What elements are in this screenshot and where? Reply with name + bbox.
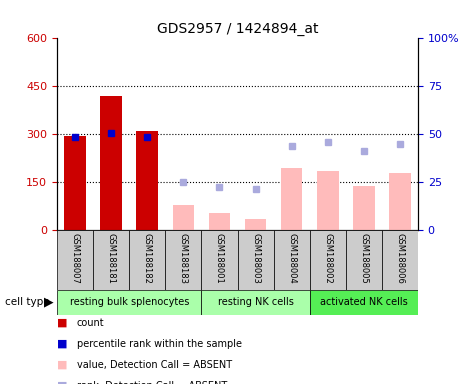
Text: ■: ■	[57, 339, 67, 349]
FancyBboxPatch shape	[93, 230, 129, 290]
Text: ■: ■	[57, 381, 67, 384]
Bar	[209, 213, 230, 230]
Text: ▶: ▶	[44, 296, 54, 309]
FancyBboxPatch shape	[238, 230, 274, 290]
Bar	[136, 131, 158, 230]
Text: GSM188183: GSM188183	[179, 233, 188, 285]
Text: GSM188181: GSM188181	[107, 233, 115, 284]
Text: ■: ■	[57, 318, 67, 328]
Text: cell type: cell type	[5, 297, 49, 308]
Text: GSM188005: GSM188005	[360, 233, 368, 284]
FancyBboxPatch shape	[310, 230, 346, 290]
Text: percentile rank within the sample: percentile rank within the sample	[77, 339, 242, 349]
Text: GSM188004: GSM188004	[287, 233, 296, 284]
Bar	[281, 168, 303, 230]
Text: GSM188182: GSM188182	[143, 233, 152, 284]
FancyBboxPatch shape	[310, 290, 418, 315]
Bar	[64, 136, 86, 230]
Text: count: count	[77, 318, 104, 328]
FancyBboxPatch shape	[201, 230, 238, 290]
Text: resting NK cells: resting NK cells	[218, 297, 294, 308]
Bar	[100, 96, 122, 230]
FancyBboxPatch shape	[382, 230, 418, 290]
FancyBboxPatch shape	[274, 230, 310, 290]
Text: GSM188001: GSM188001	[215, 233, 224, 284]
Title: GDS2957 / 1424894_at: GDS2957 / 1424894_at	[157, 22, 318, 36]
Text: GSM188002: GSM188002	[323, 233, 332, 284]
Text: resting bulk splenocytes: resting bulk splenocytes	[69, 297, 189, 308]
Bar	[389, 173, 411, 230]
Bar	[172, 205, 194, 230]
Text: GSM188006: GSM188006	[396, 233, 404, 284]
Text: GSM188003: GSM188003	[251, 233, 260, 284]
Text: value, Detection Call = ABSENT: value, Detection Call = ABSENT	[77, 360, 232, 370]
FancyBboxPatch shape	[57, 290, 201, 315]
Bar	[245, 219, 266, 230]
FancyBboxPatch shape	[57, 230, 93, 290]
Text: GSM188007: GSM188007	[71, 233, 79, 284]
FancyBboxPatch shape	[165, 230, 201, 290]
Text: rank, Detection Call = ABSENT: rank, Detection Call = ABSENT	[77, 381, 227, 384]
Text: ■: ■	[57, 360, 67, 370]
Text: activated NK cells: activated NK cells	[320, 297, 408, 308]
FancyBboxPatch shape	[201, 290, 310, 315]
FancyBboxPatch shape	[129, 230, 165, 290]
Bar	[353, 185, 375, 230]
FancyBboxPatch shape	[346, 230, 382, 290]
Bar	[317, 171, 339, 230]
